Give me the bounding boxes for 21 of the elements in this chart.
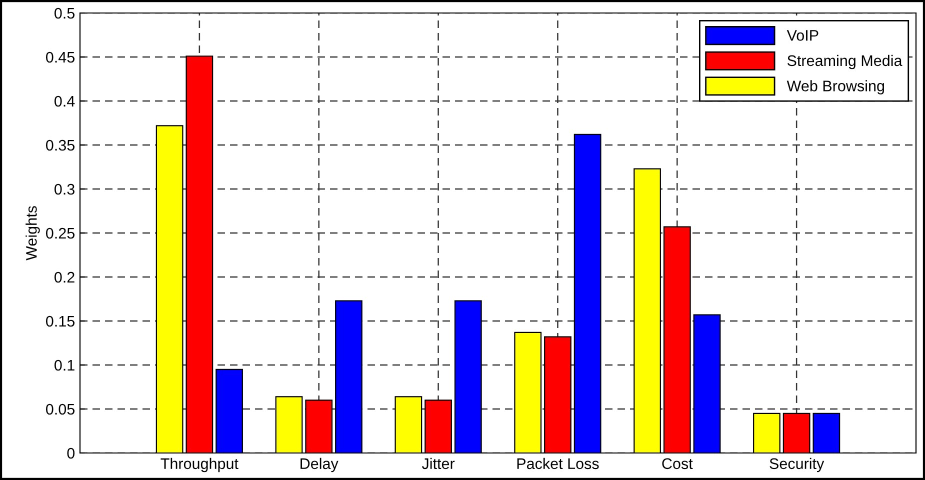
y-tick-label: 0.45	[46, 52, 74, 63]
x-tick-label: Jitter	[422, 458, 455, 470]
legend-label: VoIP	[786, 30, 818, 41]
y-tick-label: 0.35	[46, 140, 74, 151]
x-tick-label: Cost	[662, 458, 693, 470]
y-tick-label: 0.25	[46, 228, 74, 239]
y-tick-label: 0.5	[54, 8, 74, 19]
x-tick-label: Delay	[300, 458, 338, 472]
y-tick-label: 0.05	[46, 404, 74, 415]
legend-label: Streaming Media	[787, 54, 902, 70]
x-tick-label: Security	[770, 458, 824, 472]
x-tick-label: Packet Loss	[517, 458, 599, 470]
legend-label: Web Browsing	[786, 80, 884, 94]
y-tick-label: 0.2	[54, 272, 74, 283]
y-tick-label: 0.3	[54, 184, 74, 195]
x-tick-label: Throughput	[160, 458, 238, 472]
y-tick-label: 0.4	[54, 96, 75, 107]
y-axis-title: Weights	[26, 206, 40, 260]
y-tick-label: 0.1	[54, 360, 74, 371]
y-tick-label: 0	[67, 448, 75, 459]
y-tick-label: 0.15	[46, 316, 74, 327]
